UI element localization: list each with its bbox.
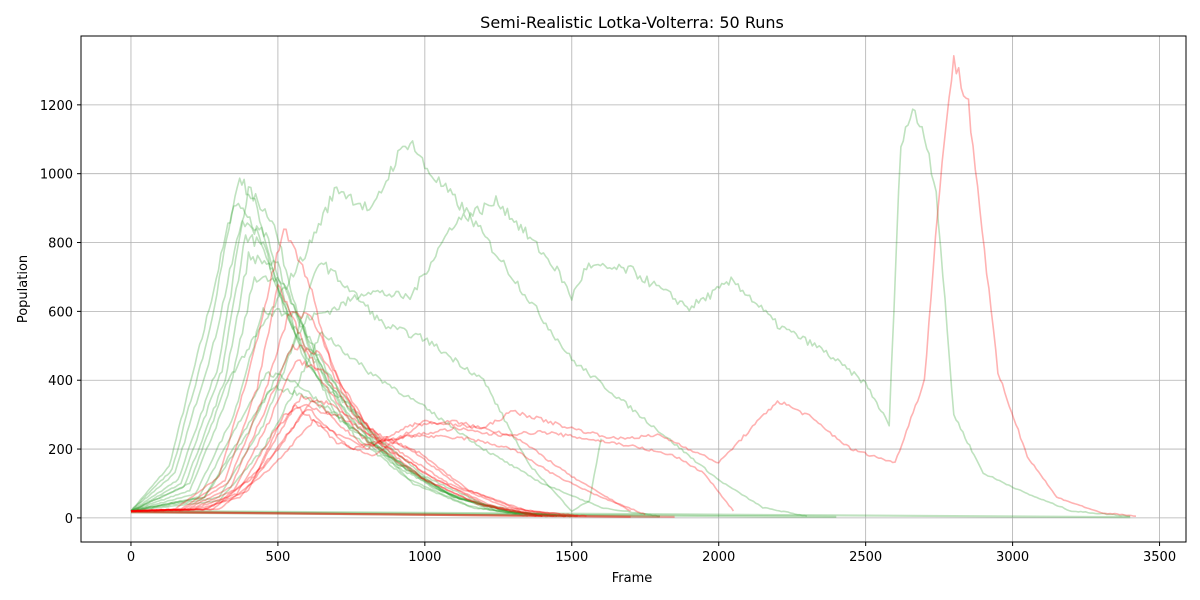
prey-run-line (130, 234, 549, 518)
prey-run-line (130, 251, 558, 517)
x-tick-label: 2000 (702, 550, 735, 565)
predator-run-line (131, 310, 543, 517)
x-tick-label: 0 (127, 550, 135, 565)
prey-run-line (130, 511, 660, 518)
prey-run-line (130, 202, 528, 517)
predator-run-line (130, 408, 735, 513)
predator-run-line (130, 405, 587, 517)
prey-run-line (130, 510, 837, 518)
y-tick-label: 400 (48, 374, 73, 389)
y-tick-label: 1200 (40, 99, 73, 114)
predator-run-line (130, 511, 675, 518)
predator-run-line (130, 400, 631, 513)
prey-run-line (130, 331, 660, 518)
predator-run-line (130, 418, 646, 516)
x-axis-label: Frame (612, 571, 653, 586)
prey-run-line (130, 186, 543, 517)
x-axis-ticks: 0 500 1000 1500 2000 2500 3000 3500 (127, 542, 1176, 565)
y-tick-label: 800 (48, 237, 73, 252)
prey-run-line (130, 220, 537, 517)
prey-run-line (130, 307, 572, 518)
y-tick-label: 600 (48, 305, 73, 320)
predator-run-line (130, 54, 1137, 517)
predator-run-line (130, 394, 578, 517)
y-tick-label: 1000 (40, 168, 73, 183)
y-axis-label: Population (16, 255, 31, 323)
x-tick-label: 1500 (555, 550, 588, 565)
y-tick-label: 200 (48, 443, 73, 458)
y-axis-ticks: 0 200 400 600 800 1000 1200 (40, 99, 81, 527)
x-tick-label: 3500 (1143, 550, 1176, 565)
prey-run-line (130, 261, 602, 513)
prey-run-line (130, 108, 1131, 518)
prey-run-line (130, 509, 1131, 519)
prey-run-line (130, 275, 566, 518)
prey-run-line (130, 384, 578, 518)
prey-run-line (130, 177, 558, 518)
prey-run-line (130, 371, 572, 518)
grid-lines (81, 36, 1186, 542)
x-tick-label: 500 (265, 550, 290, 565)
y-tick-label: 0 (65, 512, 73, 527)
x-tick-label: 3000 (996, 550, 1029, 565)
plot-area-frame (80, 35, 1187, 543)
predator-run-line (131, 283, 537, 517)
prey-run-line (130, 140, 808, 517)
predator-run-line (130, 343, 555, 518)
predator-run-line (130, 510, 631, 518)
series-layer (130, 54, 1137, 519)
x-tick-label: 1000 (408, 550, 441, 565)
x-tick-label: 2500 (849, 550, 882, 565)
predator-run-line (130, 228, 543, 517)
predator-run-line (131, 359, 566, 518)
chart-title: Semi-Realistic Lotka-Volterra: 50 Runs (480, 13, 784, 32)
